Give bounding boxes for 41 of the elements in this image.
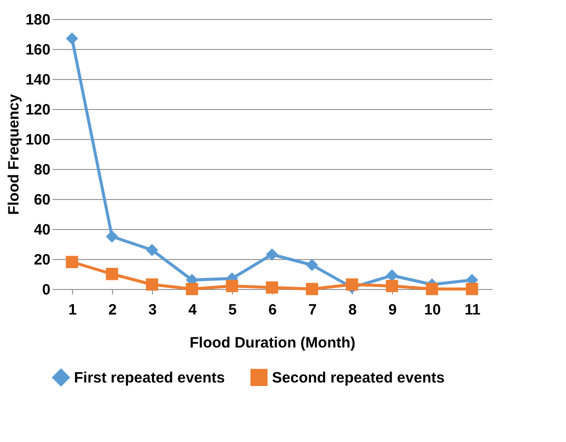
y-tick-label: 60 bbox=[34, 192, 50, 208]
point bbox=[266, 248, 278, 261]
x-tick-label: 3 bbox=[148, 302, 157, 318]
y-tick-label: 140 bbox=[25, 72, 50, 88]
x-tick-label: 5 bbox=[228, 302, 237, 318]
y-tick-label: 100 bbox=[25, 132, 50, 148]
x-tick-label: 8 bbox=[348, 302, 357, 318]
point bbox=[266, 281, 278, 294]
y-axis-title: Flood Frequency bbox=[5, 93, 22, 215]
y-tick-label: 120 bbox=[25, 102, 50, 118]
point bbox=[466, 282, 478, 296]
y-tick-label: 80 bbox=[34, 162, 50, 178]
x-tick-label: 10 bbox=[424, 302, 441, 318]
point bbox=[106, 230, 118, 243]
point bbox=[66, 256, 78, 268]
point bbox=[186, 282, 198, 296]
x-tick-label: 1 bbox=[68, 302, 77, 318]
y-tick-label: 160 bbox=[25, 42, 50, 58]
y-tick-label: 0 bbox=[42, 282, 50, 298]
y-tick-label: 180 bbox=[25, 12, 50, 28]
point bbox=[306, 282, 318, 296]
point bbox=[146, 244, 158, 256]
legend-label: Second repeated events bbox=[272, 369, 445, 386]
x-tick-label: 9 bbox=[388, 302, 397, 318]
x-tick-label: 6 bbox=[268, 302, 277, 318]
y-tick-label: 20 bbox=[34, 252, 50, 268]
x-tick-label: 7 bbox=[308, 302, 317, 318]
point bbox=[386, 280, 398, 292]
x-tick-label: 11 bbox=[464, 302, 480, 318]
x-tick-label: 4 bbox=[188, 302, 198, 318]
point bbox=[106, 268, 118, 280]
point bbox=[426, 282, 438, 296]
point bbox=[346, 278, 358, 291]
x-tick-label: 2 bbox=[108, 302, 117, 318]
point bbox=[66, 32, 78, 45]
y-tick-label: 40 bbox=[34, 222, 50, 238]
x-axis-title: Flood Duration (Month) bbox=[190, 334, 356, 352]
legend-label: First repeated events bbox=[74, 369, 225, 386]
point bbox=[226, 280, 238, 292]
point bbox=[146, 278, 158, 291]
point bbox=[306, 258, 318, 272]
